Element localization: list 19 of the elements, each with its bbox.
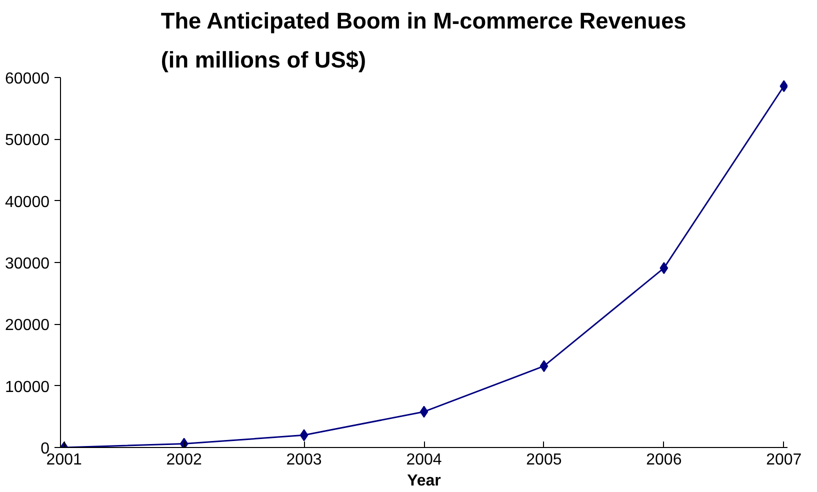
x-tick-label: 2003 (286, 452, 322, 468)
point (180, 438, 188, 448)
y-tick-label: 30000 (5, 256, 50, 272)
y-tick-label: 60000 (5, 70, 50, 88)
y-tick-label: 50000 (5, 132, 50, 150)
point (300, 429, 308, 442)
x-tick-label: 2005 (526, 452, 562, 468)
y-tick-label: 40000 (5, 194, 50, 211)
y-tick-label: 10000 (5, 378, 50, 396)
x-tick-label: 2006 (646, 452, 682, 468)
chart-title: The Anticipated Boom in M-commerce Revenues (in millions of US$) (160, 8, 686, 72)
x-axis-title: Year (407, 472, 441, 490)
point (660, 262, 668, 274)
x-tick-label: 2002 (166, 452, 202, 468)
x-tick-label: 2007 (766, 452, 802, 468)
point (420, 406, 428, 418)
point (540, 360, 548, 372)
x-tick-label: 2004 (406, 452, 442, 468)
y-tick-label: 20000 (5, 317, 50, 334)
